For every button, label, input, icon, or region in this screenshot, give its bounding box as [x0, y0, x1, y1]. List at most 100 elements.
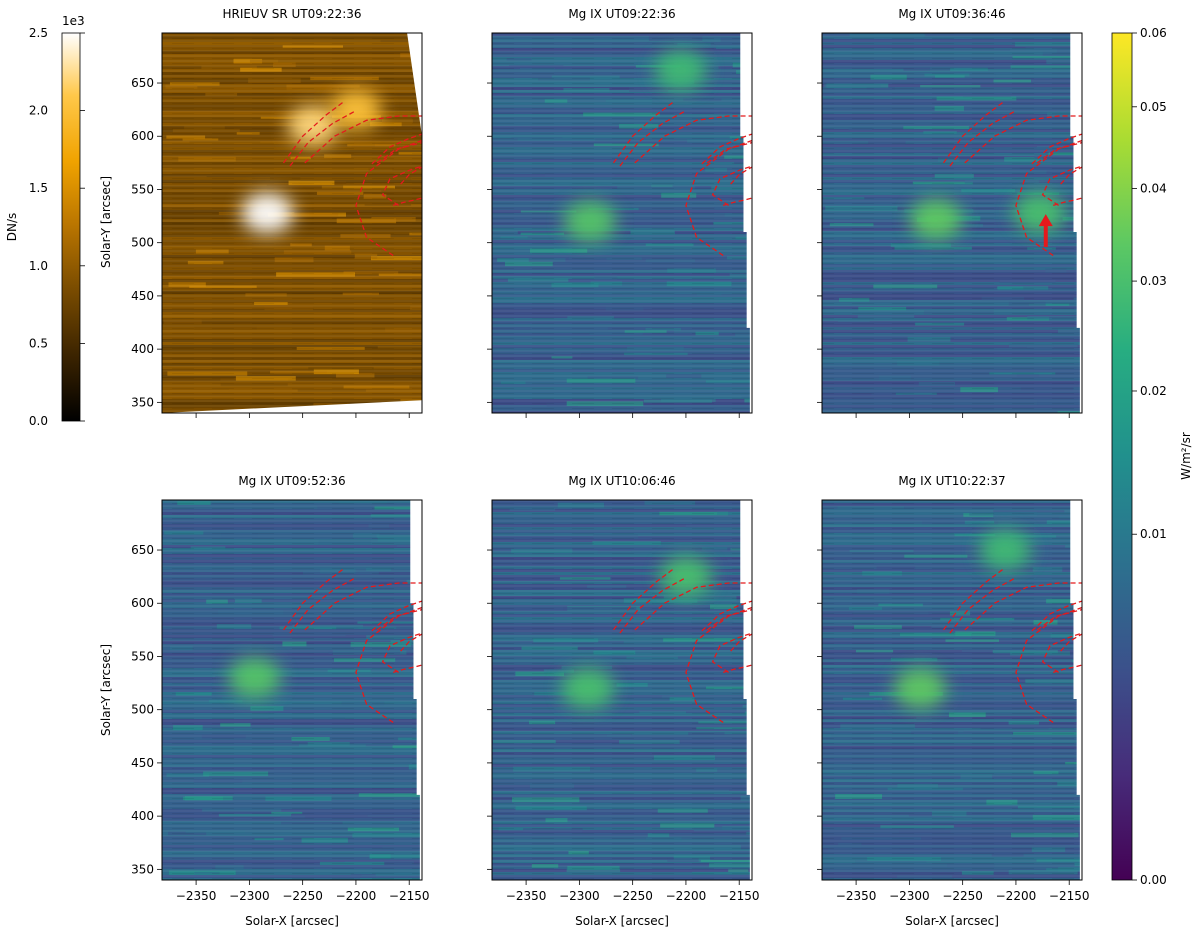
panel-frame	[491, 499, 753, 881]
x-tick-label: −2300	[229, 889, 270, 903]
hri-colorbar-tick-label: 0.5	[29, 336, 48, 350]
x-tick-label: −2350	[836, 889, 877, 903]
image-streak	[748, 693, 752, 697]
image-streak	[745, 597, 752, 603]
panel-title: HRIEUV SR UT09:22:36	[222, 7, 361, 21]
no-data-area	[740, 500, 752, 880]
bright-region	[910, 199, 963, 240]
no-data-area	[162, 400, 422, 413]
mg-colorbar-tick-label: 0.04	[1140, 181, 1167, 195]
y-tick-label: 500	[131, 236, 154, 250]
panel-image	[162, 500, 422, 880]
x-tick-label: −2250	[942, 889, 983, 903]
loop-line	[701, 133, 752, 165]
loop-line	[964, 115, 1082, 164]
loop-line	[304, 115, 422, 164]
loop-line	[400, 633, 422, 652]
loop-line	[1031, 600, 1082, 632]
hri-colorbar-tick-label: 1.0	[29, 259, 48, 273]
loop-line	[730, 166, 752, 185]
loop-line	[1041, 165, 1082, 206]
image-texture	[822, 500, 1082, 880]
y-axis-label-bottom: Solar-Y [arcsec]	[99, 644, 113, 736]
loop-line	[723, 197, 752, 207]
x-tick-label: −2200	[666, 889, 707, 903]
loop-line	[942, 101, 1004, 164]
loop-line	[619, 577, 687, 634]
image-texture	[492, 33, 752, 413]
no-data-area	[407, 33, 422, 137]
loop-line	[730, 633, 752, 652]
mg-colorbar-tick-label: 0.05	[1140, 100, 1167, 114]
x-tick-label: −2250	[282, 889, 323, 903]
panel-frame	[491, 32, 753, 414]
y-tick-label: 650	[131, 76, 154, 90]
loop-line	[949, 577, 1017, 634]
loop-line	[355, 139, 422, 257]
image-streak	[744, 711, 752, 715]
mg-colorbar-gradient	[1111, 32, 1133, 881]
x-axis-label-middle: Solar-X [arcsec]	[575, 914, 669, 928]
image-texture	[162, 33, 422, 413]
panel-title: Mg IX UT09:52:36	[238, 474, 345, 488]
loop-line	[381, 165, 422, 206]
loop-line	[612, 101, 674, 164]
y-tick-label: 350	[131, 395, 154, 409]
y-tick-label: 500	[131, 703, 154, 717]
image-streak	[746, 565, 752, 569]
hri-colorbar: 1e3 DN/s	[5, 14, 85, 422]
x-tick-label: −2350	[506, 889, 547, 903]
x-tick-label: −2200	[996, 889, 1037, 903]
panel-1: HRIEUV SR UT09:22:36 350 400 450 500 550 600 65…	[131, 7, 423, 418]
loop-line	[1015, 606, 1082, 724]
hri-colorbar-gradient	[61, 32, 81, 422]
x-tick-label: −2150	[389, 889, 430, 903]
bright-region	[654, 50, 707, 91]
loop-line	[304, 582, 422, 631]
image-streak	[1079, 167, 1082, 173]
bright-region	[561, 668, 614, 709]
loop-line	[1053, 197, 1082, 207]
y-tick-label: 550	[131, 182, 154, 196]
loop-line	[685, 606, 752, 724]
loop-line	[371, 600, 422, 632]
no-data-area	[410, 500, 422, 880]
loop-line	[393, 664, 422, 674]
x-tick-label: −2300	[559, 889, 600, 903]
image-texture	[492, 500, 752, 880]
image-streak	[416, 727, 422, 730]
loop-line	[942, 568, 1004, 631]
loop-line	[1015, 139, 1082, 257]
x-tick-label: −2150	[719, 889, 760, 903]
panel-title: Mg IX UT09:22:36	[568, 7, 675, 21]
loop-line	[282, 568, 344, 631]
panel-image	[492, 33, 752, 413]
loop-line	[711, 165, 752, 206]
loop-line	[282, 101, 344, 164]
y-tick-label: 450	[131, 289, 154, 303]
mg-colorbar-tick-label: 0.02	[1140, 384, 1167, 398]
hri-colorbar-label: DN/s	[5, 213, 19, 242]
y-tick-label: 600	[131, 596, 154, 610]
mg-colorbar: W/m²/sr	[1111, 32, 1193, 881]
no-data-area	[1070, 33, 1082, 413]
panel-frame	[821, 499, 1083, 881]
panel-2: Mg IX UT09:22:36	[487, 7, 753, 418]
loop-line	[289, 577, 357, 634]
loop-line	[711, 632, 752, 673]
mg-colorbar-tick-label: 0.01	[1140, 527, 1167, 541]
panel-5: Mg IX UT10:06:46 −2350 −2300 −2250 −2200 −215…	[487, 474, 760, 903]
panel-6: Mg IX UT10:22:37 −2350 −2300 −2250 −2200 −215…	[817, 474, 1090, 903]
loop-line	[1041, 632, 1082, 673]
y-tick-label: 450	[131, 756, 154, 770]
mg-colorbar-tick-label: 0.06	[1140, 26, 1167, 40]
panel-title: Mg IX UT09:36:46	[898, 7, 1005, 21]
image-streak	[419, 741, 422, 745]
bright-region	[1013, 192, 1066, 233]
loop-line	[619, 110, 687, 167]
loop-line	[612, 568, 674, 631]
bright-region	[659, 556, 712, 597]
hri-colorbar-tick-label: 1.5	[29, 181, 48, 195]
loop-line	[400, 166, 422, 185]
